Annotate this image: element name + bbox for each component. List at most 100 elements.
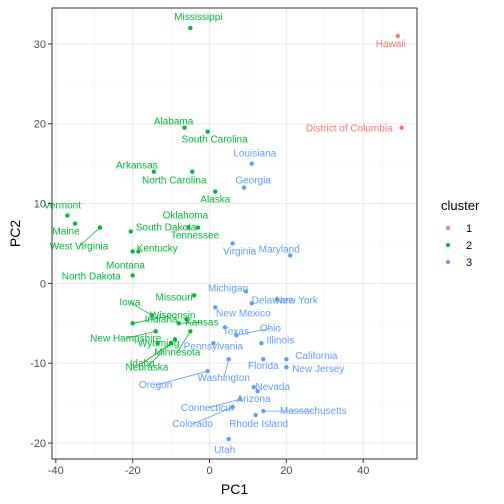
x-tick-label: 0 [206,465,212,477]
x-tick-label: 40 [357,465,369,477]
point-louisiana [249,161,254,166]
label-new-hampshire: New Hampshire [90,333,162,344]
connector-colorado [192,406,233,425]
label-vermont: Vermont [44,201,81,212]
label-utah: Utah [214,445,235,456]
legend: cluster 1 2 3 [441,198,480,269]
connector-ohio [236,327,271,336]
label-virginia: Virginia [223,246,257,257]
label-california: California [295,351,338,362]
point-rhode-island [253,412,258,418]
point-michigan [243,289,249,294]
label-wyoming: Wyoming [138,338,180,349]
point-north-dakota [130,273,135,278]
label-massachusetts: Massachusetts [280,406,347,417]
label-new-jersey: New Jersey [292,364,344,375]
label-wisconsin: Wisconsin [150,310,196,321]
legend-swatch-1 [446,226,450,230]
connector-washington [223,359,230,379]
y-axis-ticks: -20 -10 0 10 20 30 [30,39,52,450]
label-arizona: Arizona [237,394,271,405]
connector-west-virginia [78,227,101,247]
label-michigan: Michigan [208,283,248,294]
label-district-of-columbia: District of Columbia [306,124,393,135]
point-missouri [191,293,197,298]
point-kentucky [130,249,135,254]
grid-major [52,8,417,459]
legend-label-3: 3 [466,257,472,269]
point-alaska [213,189,218,194]
connector-new-hampshire [125,330,156,339]
point-west-virginia [97,225,103,230]
label-south-dakota: South Dakota [136,223,197,234]
point-florida [261,357,266,362]
label-tennessee: Tennessee [171,231,220,242]
point-minnesota [188,329,193,334]
label-florida: Florida [248,361,279,372]
point-tennessee [195,225,201,230]
y-tick-label: 20 [34,119,46,131]
label-arkansas: Arkansas [116,161,158,172]
y-tick-label: -10 [30,358,46,370]
label-oregon: Oregon [139,380,172,391]
point-nevada [251,384,256,390]
point-pennsylvania [211,341,216,346]
connector-idaho [141,342,172,364]
label-west-virginia: West Virginia [50,242,109,253]
label-new-york: New York [276,295,319,306]
x-axis-title: PC1 [221,481,248,497]
label-minnesota: Minnesota [154,347,201,358]
label-delaware: Delaware [252,295,295,306]
point-new-jersey [284,365,289,370]
point-wisconsin [130,321,135,326]
x-axis-ticks: -40 -20 0 20 40 [48,459,369,477]
label-mississippi: Mississippi [174,12,222,23]
point-south-dakota [128,229,133,234]
legend-swatch-3 [446,260,450,264]
panel-border [51,7,418,460]
label-kansas: Kansas [185,317,218,328]
y-tick-label: -20 [30,438,46,450]
label-illinois: Illinois [266,335,294,346]
point-illinois [259,341,264,346]
label-rhode-island: Rhode Island [229,419,288,430]
label-pennsylvania: Pennsylvania [184,341,244,352]
label-maine: Maine [52,227,80,238]
x-tick-label: 20 [280,465,292,477]
point-hawaii [395,33,400,39]
label-idaho: Idaho [130,358,155,369]
legend-label-1: 1 [466,223,472,235]
connector-kansas [178,321,202,324]
x-tick-label: -40 [48,465,64,477]
label-connecticut: Connecticut [181,403,234,414]
connector-connecticut [207,398,241,409]
point-washington [226,357,231,362]
point-oklahoma [186,225,191,230]
y-axis-title: PC2 [7,220,23,247]
label-nebraska: Nebraska [126,362,169,373]
point-labels-layer: Hawaii District of Columbia Mississippi Ala… [44,12,406,456]
label-louisiana: Louisiana [233,149,276,160]
legend-label-2: 2 [466,240,472,252]
point-alabama [182,125,187,130]
point-north-carolina [190,169,195,174]
point-new-mexico [213,305,218,310]
label-indiana: Indiana [145,314,178,325]
points-layer [65,25,404,442]
point-montana [136,249,141,254]
x-tick-label: -20 [125,465,141,477]
label-missouri: Missouri [156,292,193,303]
point-virginia [230,241,235,246]
point-connecticut [238,396,243,402]
label-south-carolina: South Carolina [182,135,249,146]
label-montana: Montana [106,260,145,271]
label-washington: Washington [198,373,250,384]
point-mississippi [188,25,193,31]
label-ohio: Ohio [260,323,282,334]
point-south-carolina [205,129,210,134]
connector-wisconsin [132,314,173,324]
label-north-carolina: North Carolina [142,176,207,187]
label-alaska: Alaska [200,195,230,206]
y-tick-label: 0 [40,278,46,290]
